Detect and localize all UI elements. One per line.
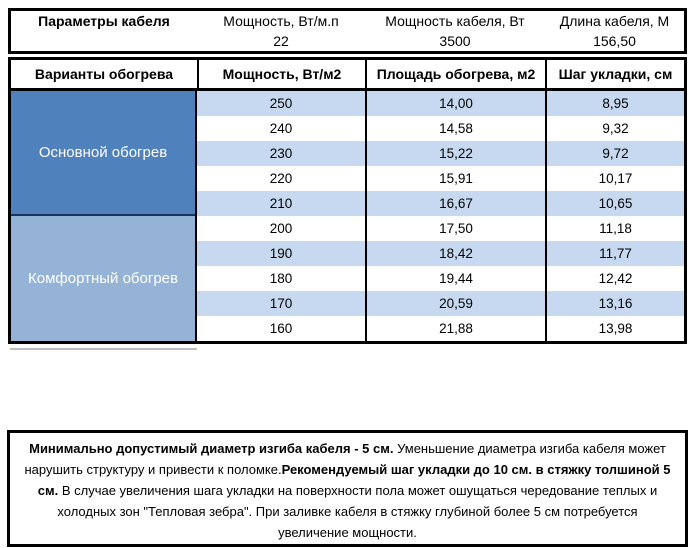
area-cell: 14,00 — [365, 91, 545, 116]
area-cell: 15,22 — [365, 141, 545, 166]
power-cell: 230 — [269, 146, 293, 161]
area-cell: 20,59 — [365, 291, 545, 316]
cable-power-header: Мощность кабеля, Вт — [385, 13, 525, 29]
heating-area-header: Площадь обогрева, м2 — [365, 60, 545, 88]
data-rows: 250 14,00 8,95 240 14,58 9,32 230 15,22 … — [197, 91, 684, 341]
table-row: 190 18,42 11,77 — [197, 241, 684, 266]
variants-header-cell: Варианты обогрева — [34, 66, 174, 82]
table-row: 230 15,22 9,72 — [197, 141, 684, 166]
step-cell: 10,65 — [545, 191, 684, 216]
step-cell: 10,17 — [545, 166, 684, 191]
step-cell: 8,95 — [545, 91, 684, 116]
step-cell: 11,77 — [545, 241, 684, 266]
note-segment: Минимально допустимый диаметр изгиба каб… — [29, 441, 394, 456]
table-row: 250 14,00 8,95 — [197, 91, 684, 116]
group-label-comfort-heating: Комфортный обогрев — [11, 216, 195, 341]
area-cell: 19,44 — [365, 266, 545, 291]
step-cell: 12,42 — [545, 266, 684, 291]
table-row: 240 14,58 9,32 — [197, 116, 684, 141]
power-cell: 190 — [269, 246, 293, 261]
note-segment: Уменьшение диаметра изгиба кабеля может … — [24, 441, 666, 477]
area-cell: 21,88 — [365, 316, 545, 341]
step-cell: 9,72 — [545, 141, 684, 166]
power-cell: 220 — [269, 171, 293, 186]
step-cell: 9,32 — [545, 116, 684, 141]
power-cell: 240 — [269, 121, 293, 136]
step-cell: 13,16 — [545, 291, 684, 316]
power-cell: 210 — [269, 196, 293, 211]
note-segment: В случае увеличения шага укладки на пове… — [57, 483, 658, 540]
table-row: 220 15,91 10,17 — [197, 166, 684, 191]
area-cell: 15,91 — [365, 166, 545, 191]
params-empty-cell — [11, 31, 197, 51]
power-per-meter-header: Мощность, Вт/м.п — [223, 13, 339, 29]
power-cell: 250 — [269, 96, 293, 111]
gridline-artifact — [10, 348, 197, 350]
laying-step-header: Шаг укладки, см — [545, 60, 684, 88]
table-row: 160 21,88 13,98 — [197, 316, 684, 341]
area-cell: 14,58 — [365, 116, 545, 141]
power-cell: 200 — [269, 221, 293, 236]
area-cell: 18,42 — [365, 241, 545, 266]
params-header-cell: Параметры кабеля — [38, 13, 170, 29]
group-label-column: Основной обогрев Комфортный обогрев — [11, 91, 197, 341]
power-cell: 180 — [269, 271, 293, 286]
group-label-main-heating: Основной обогрев — [11, 91, 195, 216]
cable-length-header: Длина кабеля, М — [559, 13, 670, 29]
table-row: 170 20,59 13,16 — [197, 291, 684, 316]
power-cell: 160 — [269, 321, 293, 336]
cable-params-table: Параметры кабеля Мощность, Вт/м.п Мощнос… — [8, 8, 687, 54]
step-cell: 11,18 — [545, 216, 684, 241]
area-cell: 17,50 — [365, 216, 545, 241]
cable-power-value: 3500 — [439, 33, 471, 49]
step-cell: 13,98 — [545, 316, 684, 341]
cable-length-value: 156,50 — [593, 33, 636, 49]
heating-data-table: Основной обогрев Комфортный обогрев 250 … — [8, 91, 687, 344]
heating-variants-header-row: Варианты обогрева Мощность, Вт/м2 Площад… — [8, 57, 687, 91]
area-cell: 16,67 — [365, 191, 545, 216]
table-row: 200 17,50 11,18 — [197, 216, 684, 241]
table-row: 210 16,67 10,65 — [197, 191, 684, 216]
note-box: Минимально допустимый диаметр изгиба каб… — [7, 430, 688, 547]
power-per-meter-value: 22 — [273, 33, 289, 49]
power-cell: 170 — [269, 296, 293, 311]
table-row: 180 19,44 12,42 — [197, 266, 684, 291]
note-segment: Рекомендуемый шаг укладки до 10 см. в ст… — [37, 462, 671, 498]
power-density-header: Мощность, Вт/м2 — [197, 60, 365, 88]
